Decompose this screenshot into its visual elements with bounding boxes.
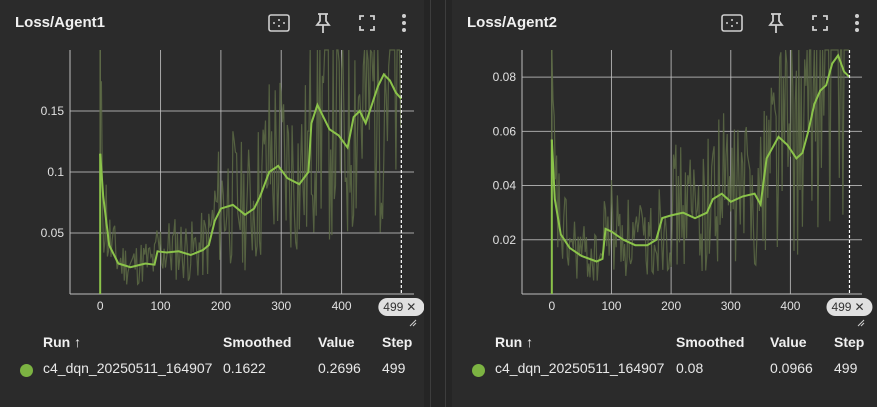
fit-domain-icon xyxy=(720,13,744,33)
fit-domain-button[interactable] xyxy=(264,10,294,36)
fullscreen-button[interactable] xyxy=(805,10,835,36)
y-tick-label: 0.02 xyxy=(493,233,517,247)
smoothed-column-header: Smoothed xyxy=(223,334,291,350)
run-color-swatch xyxy=(472,364,485,377)
raw-value: 0.2696 xyxy=(318,360,361,376)
y-tick-label: 0.04 xyxy=(493,179,517,193)
step-value: 499 xyxy=(382,360,405,376)
fit-domain-icon xyxy=(267,13,291,33)
step-badge-label: 499 xyxy=(383,300,403,314)
x-tick-label: 300 xyxy=(721,299,741,313)
more-menu-button[interactable] xyxy=(396,10,412,36)
resize-handle-icon xyxy=(858,320,864,326)
fullscreen-button[interactable] xyxy=(352,10,382,36)
pin-button[interactable] xyxy=(308,10,338,36)
x-tick-label: 0 xyxy=(548,299,555,313)
step-column-header: Step xyxy=(382,334,412,350)
x-tick-label: 100 xyxy=(151,299,171,313)
card-title: Loss/Agent2 xyxy=(467,14,557,31)
chart-area[interactable]: 0.02 0.04 0.06 0.08 0 100 200 300 400 499 ✕ xyxy=(452,44,877,330)
table-row: c4_dqn_20250511_164907 0.1622 0.2696 499 xyxy=(0,360,424,382)
x-tick-label: 400 xyxy=(332,299,352,313)
table-row: c4_dqn_20250511_164907 0.08 0.0966 499 xyxy=(452,360,877,382)
line-chart-agent1[interactable]: 0.05 0.1 0.15 0 100 200 300 400 499 ✕ xyxy=(0,44,424,330)
x-tick-label: 300 xyxy=(271,299,291,313)
card-toolbar xyxy=(703,10,865,36)
step-value: 499 xyxy=(834,360,857,376)
x-tick-label: 0 xyxy=(97,299,104,313)
line-chart-agent2[interactable]: 0.02 0.04 0.06 0.08 0 100 200 300 400 499 ✕ xyxy=(452,44,877,330)
run-name: c4_dqn_20250511_164907 xyxy=(43,360,212,376)
more-vert-icon xyxy=(854,13,860,33)
value-column-header: Value xyxy=(318,334,355,350)
pin-button[interactable] xyxy=(761,10,791,36)
pin-icon xyxy=(766,12,786,34)
y-tick-label: 0.05 xyxy=(41,226,65,240)
table-header: Run ↑ Smoothed Value Step xyxy=(0,334,424,356)
chart-area[interactable]: 0.05 0.1 0.15 0 100 200 300 400 499 ✕ xyxy=(0,44,424,330)
run-column-header[interactable]: Run ↑ xyxy=(495,334,533,350)
scalar-card-agent2: Loss/Agent2 0.02 0.04 0.06 0.08 0 100 200 300 40… xyxy=(452,0,877,407)
raw-value: 0.0966 xyxy=(770,360,813,376)
resize-handle-icon xyxy=(410,320,416,326)
fullscreen-icon xyxy=(811,14,829,32)
raw-series-line xyxy=(100,50,401,284)
close-icon: ✕ xyxy=(854,300,864,314)
x-tick-label: 200 xyxy=(211,299,231,313)
card-title: Loss/Agent1 xyxy=(15,14,105,31)
y-tick-label: 0.1 xyxy=(47,165,64,179)
y-tick-label: 0.08 xyxy=(493,70,517,84)
smoothed-value: 0.08 xyxy=(676,360,703,376)
step-column-header: Step xyxy=(834,334,864,350)
x-tick-label: 100 xyxy=(601,299,621,313)
smoothed-value: 0.1622 xyxy=(223,360,266,376)
value-column-header: Value xyxy=(770,334,807,350)
table-header: Run ↑ Smoothed Value Step xyxy=(452,334,877,356)
panel-divider xyxy=(424,0,452,407)
fit-domain-button[interactable] xyxy=(717,10,747,36)
more-menu-button[interactable] xyxy=(849,10,865,36)
x-tick-label: 400 xyxy=(780,299,800,313)
y-tick-label: 0.06 xyxy=(493,124,517,138)
run-name: c4_dqn_20250511_164907 xyxy=(495,360,664,376)
card-toolbar xyxy=(250,10,412,36)
raw-series-line xyxy=(552,50,849,281)
run-column-header[interactable]: Run ↑ xyxy=(43,334,81,350)
x-tick-label: 200 xyxy=(661,299,681,313)
more-vert-icon xyxy=(401,13,407,33)
close-icon: ✕ xyxy=(406,300,416,314)
scalar-card-agent1: Loss/Agent1 0.05 0.1 0.15 0 100 200 300 400 499 ✕… xyxy=(0,0,424,407)
pin-icon xyxy=(313,12,333,34)
fullscreen-icon xyxy=(358,14,376,32)
run-color-swatch xyxy=(20,364,33,377)
step-badge-label: 499 xyxy=(831,300,851,314)
smoothed-column-header: Smoothed xyxy=(676,334,744,350)
y-tick-label: 0.15 xyxy=(41,104,65,118)
